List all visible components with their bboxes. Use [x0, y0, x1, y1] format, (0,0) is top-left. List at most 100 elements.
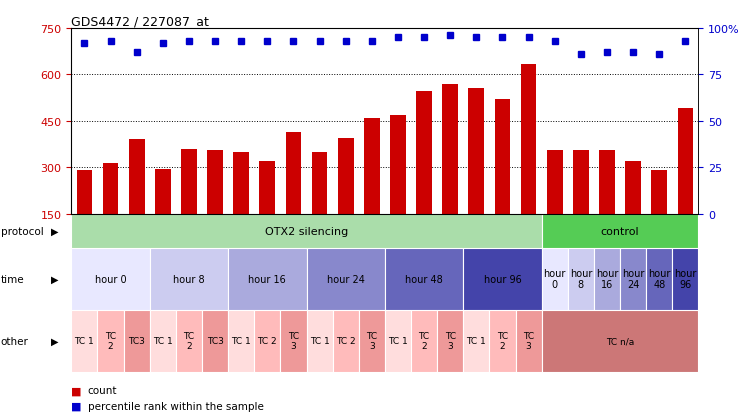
Bar	[547, 151, 562, 260]
Bar	[677, 109, 693, 260]
Text: hour
0: hour 0	[544, 269, 566, 290]
Bar	[437, 310, 463, 372]
Text: hour
16: hour 16	[596, 269, 618, 290]
Bar	[364, 119, 380, 260]
Bar	[71, 310, 98, 372]
Bar	[463, 310, 490, 372]
Bar	[442, 84, 458, 260]
Bar	[469, 89, 484, 260]
Bar	[228, 248, 306, 310]
Bar	[306, 248, 385, 310]
Bar	[626, 161, 641, 260]
Bar	[411, 310, 437, 372]
Text: TC
2: TC 2	[418, 332, 430, 350]
Text: TC
3: TC 3	[288, 332, 299, 350]
Bar	[312, 152, 327, 260]
Bar	[306, 310, 333, 372]
Bar	[234, 152, 249, 260]
Text: TC3: TC3	[128, 336, 145, 345]
Bar	[594, 248, 620, 310]
Bar	[124, 310, 149, 372]
Bar	[149, 248, 228, 310]
Text: hour 8: hour 8	[173, 274, 205, 284]
Bar	[620, 248, 646, 310]
Text: protocol: protocol	[1, 226, 44, 236]
Text: hour 24: hour 24	[327, 274, 365, 284]
Text: TC 1: TC 1	[153, 336, 173, 345]
Bar	[207, 151, 223, 260]
Text: hour
8: hour 8	[570, 269, 592, 290]
Text: TC
3: TC 3	[366, 332, 378, 350]
Bar	[573, 151, 589, 260]
Bar	[651, 171, 667, 260]
Bar	[333, 310, 359, 372]
Text: TC 1: TC 1	[231, 336, 251, 345]
Text: ■: ■	[71, 385, 82, 395]
Bar	[490, 310, 515, 372]
Bar	[71, 248, 149, 310]
Bar	[181, 149, 197, 260]
Bar	[149, 310, 176, 372]
Text: GDS4472 / 227087_at: GDS4472 / 227087_at	[71, 15, 210, 28]
Text: count: count	[88, 385, 117, 395]
Text: TC
3: TC 3	[445, 332, 456, 350]
Bar	[260, 161, 275, 260]
Bar	[359, 310, 385, 372]
Text: other: other	[1, 336, 29, 346]
Text: hour
48: hour 48	[648, 269, 671, 290]
Bar	[520, 64, 536, 260]
Text: ■: ■	[71, 401, 82, 411]
Bar	[202, 310, 228, 372]
Bar	[255, 310, 280, 372]
Bar	[176, 310, 202, 372]
Text: TC 1: TC 1	[388, 336, 408, 345]
Text: TC 1: TC 1	[466, 336, 486, 345]
Bar	[129, 140, 144, 260]
Text: ▶: ▶	[51, 274, 59, 284]
Text: hour 96: hour 96	[484, 274, 521, 284]
Bar	[338, 138, 354, 260]
Bar	[515, 310, 541, 372]
Text: percentile rank within the sample: percentile rank within the sample	[88, 401, 264, 411]
Text: TC 1: TC 1	[309, 336, 330, 345]
Text: time: time	[1, 274, 24, 284]
Text: TC 2: TC 2	[336, 336, 355, 345]
Bar	[385, 310, 411, 372]
Text: TC 2: TC 2	[258, 336, 277, 345]
Text: TC
2: TC 2	[497, 332, 508, 350]
Text: ▶: ▶	[51, 226, 59, 236]
Bar	[541, 310, 698, 372]
Bar	[98, 310, 124, 372]
Bar	[385, 248, 463, 310]
Bar	[285, 132, 301, 260]
Text: TC 1: TC 1	[74, 336, 95, 345]
Bar	[541, 248, 568, 310]
Bar	[228, 310, 255, 372]
Bar	[495, 100, 511, 260]
Text: TC n/a: TC n/a	[606, 336, 634, 345]
Bar	[568, 248, 594, 310]
Bar	[672, 248, 698, 310]
Bar	[646, 248, 672, 310]
Text: hour 48: hour 48	[406, 274, 443, 284]
Bar	[155, 169, 170, 260]
Text: TC
3: TC 3	[523, 332, 534, 350]
Bar	[599, 151, 615, 260]
Text: ▶: ▶	[51, 336, 59, 346]
Text: hour
24: hour 24	[622, 269, 644, 290]
Bar	[390, 115, 406, 260]
Bar	[71, 214, 541, 248]
Text: OTX2 silencing: OTX2 silencing	[265, 226, 348, 236]
Text: hour 0: hour 0	[95, 274, 126, 284]
Bar	[103, 163, 119, 260]
Bar	[280, 310, 306, 372]
Text: TC3: TC3	[207, 336, 224, 345]
Text: TC
2: TC 2	[183, 332, 195, 350]
Text: control: control	[601, 226, 639, 236]
Bar	[77, 171, 92, 260]
Bar	[463, 248, 541, 310]
Bar	[541, 214, 698, 248]
Text: hour
96: hour 96	[674, 269, 697, 290]
Bar	[416, 92, 432, 260]
Text: TC
2: TC 2	[105, 332, 116, 350]
